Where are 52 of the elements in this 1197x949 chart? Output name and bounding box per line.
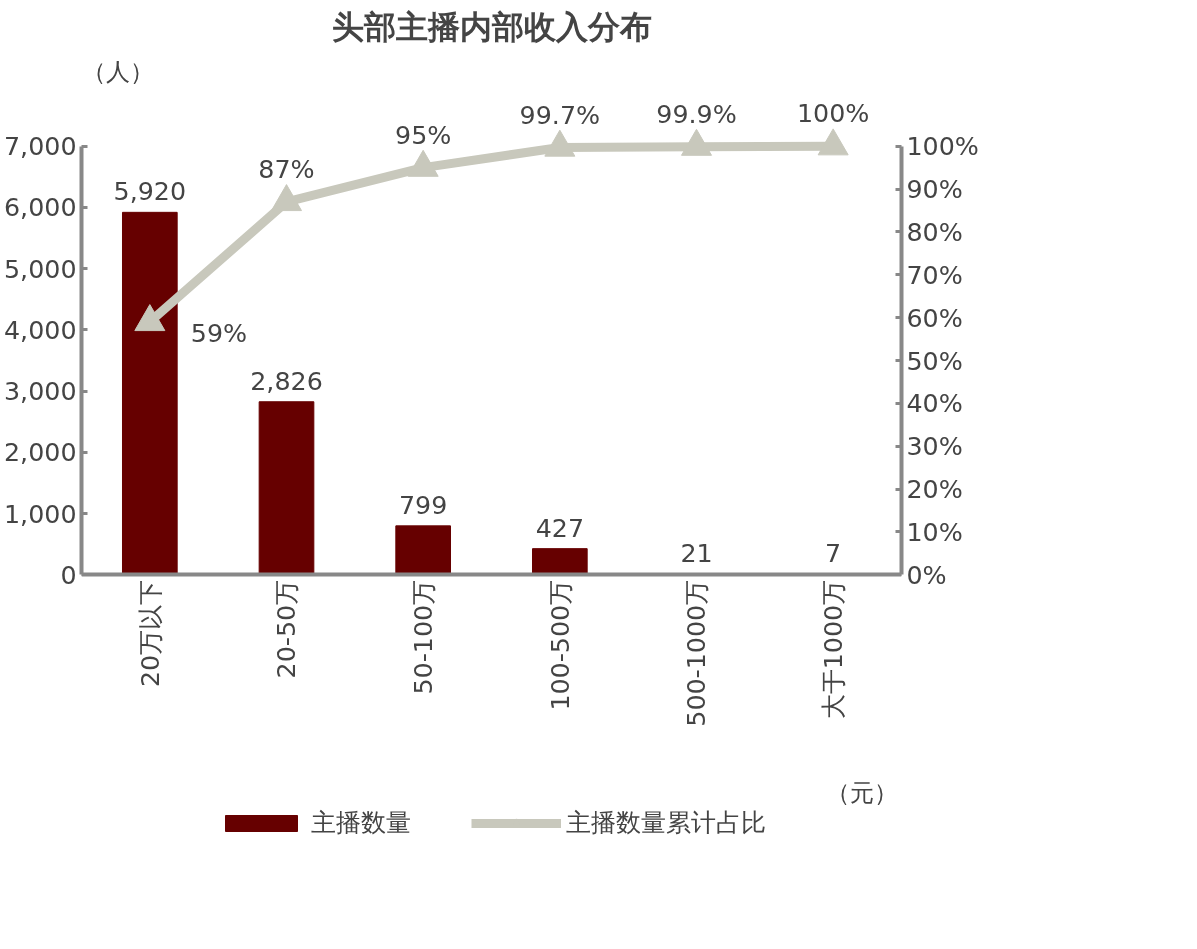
data-label: 99.9% <box>656 98 737 129</box>
legend-label: 主播数量累计占比 <box>566 806 766 839</box>
y2-tick-label: 70% <box>906 259 963 290</box>
y2-tick-label: 50% <box>906 345 963 376</box>
x-tick-label: 20万以下 <box>134 579 165 688</box>
data-label: 95% <box>395 119 452 150</box>
data-label: 799 <box>398 489 448 520</box>
y-tick-label: 0 <box>60 559 77 590</box>
data-label: 2,826 <box>250 365 323 396</box>
x-tick-label: 100-500万 <box>544 579 575 711</box>
x-tick-label: 500-1000万 <box>681 579 712 727</box>
x-axis-title: （元） <box>825 778 898 807</box>
y-tick-label: 3,000 <box>3 376 77 407</box>
data-label: 5,920 <box>113 176 187 207</box>
data-label: 21 <box>680 537 713 568</box>
point <box>134 304 166 332</box>
data-label: 99.7% <box>519 99 601 130</box>
y2-tick-label: 100% <box>906 131 979 162</box>
x-tick-label: 大于1000万 <box>818 579 849 720</box>
y2-tick-label: 20% <box>906 474 963 505</box>
bar <box>395 525 451 576</box>
point <box>817 128 849 156</box>
x-tick-label: 50-100万 <box>408 579 439 695</box>
point <box>407 149 439 177</box>
y-tick-label: 5,000 <box>3 253 77 284</box>
y2-tick-label: 60% <box>906 302 963 333</box>
data-label: 59% <box>190 317 248 348</box>
legend-label: 主播数量 <box>311 806 411 839</box>
y-axis-title: （人） <box>81 57 154 86</box>
y2-tick-label: 0% <box>906 559 947 590</box>
data-label: 100% <box>796 98 870 129</box>
y2-tick-label: 80% <box>906 216 963 247</box>
y-tick-label: 7,000 <box>3 131 77 162</box>
y-tick-label: 6,000 <box>3 192 77 223</box>
chart-title: 头部主播内部收入分布 <box>331 7 652 46</box>
x-tick-label: 20-50万 <box>271 579 302 679</box>
data-label: 7 <box>825 538 842 569</box>
y2-tick-label: 40% <box>906 388 963 419</box>
data-label: 427 <box>535 512 585 543</box>
y-tick-label: 1,000 <box>3 498 77 529</box>
point <box>681 128 712 156</box>
bar <box>122 211 178 576</box>
y-tick-label: 2,000 <box>3 437 77 468</box>
point <box>544 129 576 157</box>
y-tick-label: 4,000 <box>3 314 77 345</box>
point <box>271 184 302 212</box>
y2-tick-label: 30% <box>906 431 963 462</box>
data-label: 87% <box>258 153 315 184</box>
y2-tick-label: 90% <box>906 174 963 205</box>
bar <box>258 401 315 576</box>
y2-tick-label: 10% <box>906 516 963 547</box>
bar <box>532 548 588 576</box>
